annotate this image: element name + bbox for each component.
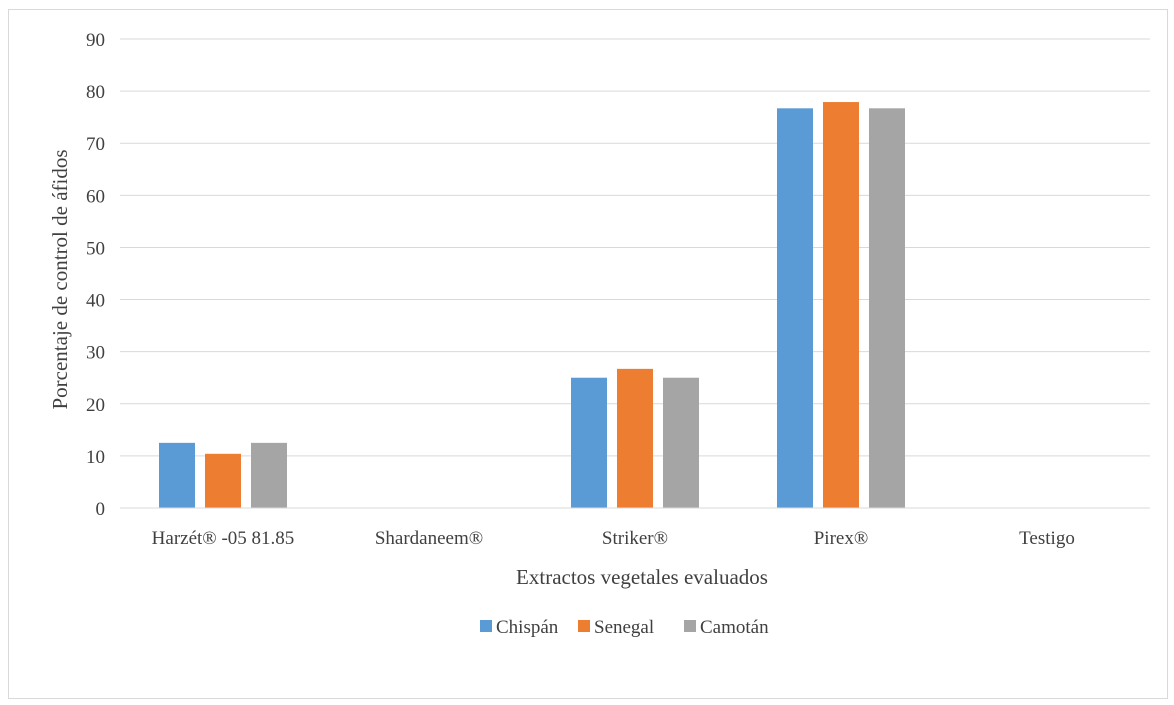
gridlines xyxy=(120,38,1150,457)
legend-swatch xyxy=(480,620,492,632)
x-tick-label: Harzét® -05 81.85 xyxy=(152,528,295,549)
bar xyxy=(663,377,699,508)
y-tick-label: 10 xyxy=(86,447,105,468)
x-tick-label: Shardaneem® xyxy=(375,528,483,549)
legend-label: Chispán xyxy=(496,617,559,638)
x-axis-title: Extractos vegetales evaluados xyxy=(516,565,768,589)
y-tick-label: 0 xyxy=(96,499,106,520)
bar xyxy=(571,377,607,508)
y-tick-label: 50 xyxy=(86,238,105,259)
y-tick-label: 90 xyxy=(86,30,105,51)
y-tick-label: 40 xyxy=(86,291,105,312)
bars xyxy=(159,102,905,509)
bar xyxy=(617,368,653,508)
bar xyxy=(777,108,813,509)
legend: Chispán Senegal Camotán xyxy=(480,617,769,638)
x-tick-label: Pirex® xyxy=(814,528,869,549)
y-tick-label: 60 xyxy=(86,186,105,207)
y-tick-label: 70 xyxy=(86,134,105,155)
bar xyxy=(869,108,905,509)
y-tick-label: 20 xyxy=(86,395,105,416)
bar xyxy=(823,102,859,508)
x-tick-label: Striker® xyxy=(602,528,668,549)
y-tick-label: 30 xyxy=(86,343,105,364)
legend-label: Camotán xyxy=(700,617,769,638)
bar xyxy=(159,442,195,508)
y-tick-label: 80 xyxy=(86,82,105,103)
bar xyxy=(205,453,241,508)
x-tick-label: Testigo xyxy=(1019,528,1075,549)
x-axis-ticks: Harzét® -05 81.85 Shardaneem® Striker® Pire… xyxy=(152,528,1075,549)
bar xyxy=(251,442,287,508)
y-axis-title: Porcentaje de control de áfidos xyxy=(48,149,72,409)
y-axis-ticks: 0 10 20 30 40 50 60 70 80 90 xyxy=(86,30,105,520)
legend-swatch xyxy=(684,620,696,632)
legend-label: Senegal xyxy=(594,617,654,638)
legend-swatch xyxy=(578,620,590,632)
chart-frame xyxy=(8,9,1168,699)
